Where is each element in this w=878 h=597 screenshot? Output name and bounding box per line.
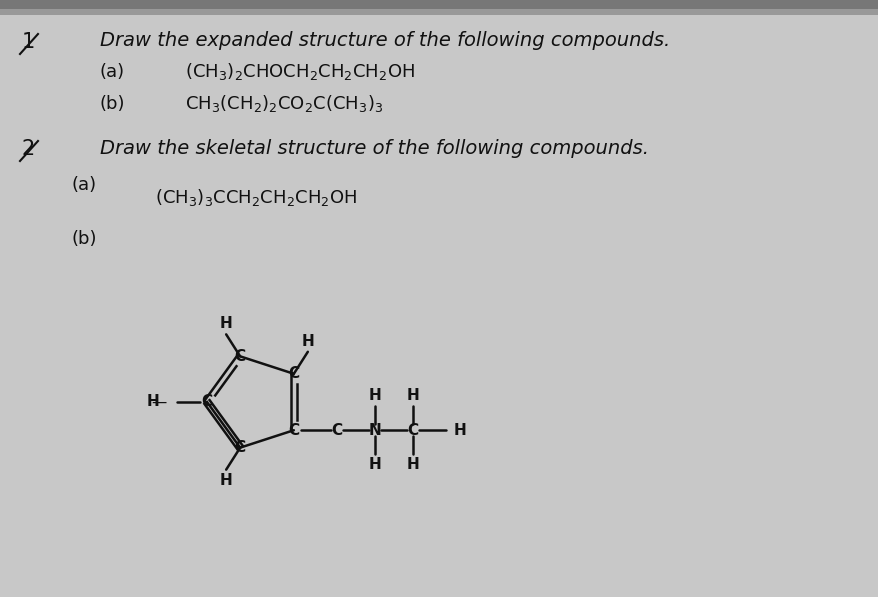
- Text: H: H: [406, 457, 419, 472]
- Text: 2: 2: [21, 139, 34, 159]
- Text: C: C: [201, 395, 212, 410]
- Text: CH$_3$(CH$_2$)$_2$CO$_2$C(CH$_3$)$_3$: CH$_3$(CH$_2$)$_2$CO$_2$C(CH$_3$)$_3$: [184, 94, 383, 115]
- Text: H: H: [368, 457, 381, 472]
- Text: Draw the skeletal structure of the following compounds.: Draw the skeletal structure of the follo…: [100, 140, 648, 158]
- Text: C: C: [234, 440, 246, 455]
- Text: C: C: [288, 367, 299, 381]
- FancyBboxPatch shape: [0, 0, 878, 9]
- Text: H: H: [453, 423, 466, 438]
- Text: (CH$_3$)$_2$CHOCH$_2$CH$_2$CH$_2$OH: (CH$_3$)$_2$CHOCH$_2$CH$_2$CH$_2$OH: [184, 61, 414, 82]
- Text: 1: 1: [21, 32, 34, 52]
- Text: (b): (b): [72, 230, 97, 248]
- Text: (CH$_3$)$_3$CCH$_2$CH$_2$CH$_2$OH: (CH$_3$)$_3$CCH$_2$CH$_2$CH$_2$OH: [155, 187, 357, 208]
- Text: (a): (a): [100, 63, 125, 81]
- Text: C: C: [407, 423, 418, 438]
- Text: (a): (a): [72, 176, 97, 194]
- Text: N: N: [368, 423, 381, 438]
- Text: C: C: [288, 423, 299, 438]
- Text: Draw the expanded structure of the following compounds.: Draw the expanded structure of the follo…: [100, 30, 670, 50]
- Text: C: C: [331, 423, 342, 438]
- Text: C: C: [234, 349, 246, 364]
- Text: H: H: [301, 334, 313, 349]
- Text: (b): (b): [100, 95, 126, 113]
- Text: H: H: [146, 395, 159, 410]
- Text: H: H: [406, 388, 419, 403]
- Text: H: H: [220, 316, 233, 331]
- Text: H: H: [220, 473, 233, 488]
- Text: —: —: [152, 395, 167, 410]
- FancyBboxPatch shape: [0, 9, 878, 15]
- Text: H: H: [368, 388, 381, 403]
